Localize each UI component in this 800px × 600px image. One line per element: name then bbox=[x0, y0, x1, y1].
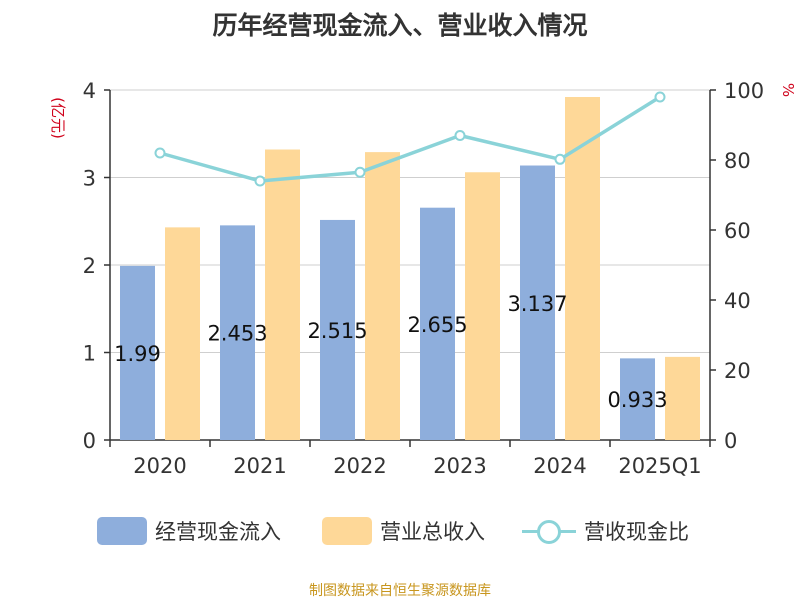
legend-label-revenue: 营业总收入 bbox=[380, 520, 485, 544]
right-axis-tick-label: 20 bbox=[724, 359, 751, 383]
legend-swatch-cash-inflow bbox=[97, 517, 147, 545]
ratio-line-path bbox=[159, 95, 661, 183]
data-label-cash-inflow: 2.655 bbox=[407, 313, 467, 337]
left-axis-tick-label: 2 bbox=[83, 254, 96, 278]
ratio-point bbox=[654, 91, 666, 103]
right-axis-tick-label: 100 bbox=[724, 79, 764, 103]
legend: 经营现金流入 营业总收入 营收现金比 bbox=[0, 516, 800, 556]
right-axis-unit-label: % bbox=[779, 83, 797, 97]
bar-cash-inflow bbox=[420, 207, 455, 440]
bar-cash-inflow bbox=[320, 219, 355, 440]
bar-cash-inflow bbox=[520, 165, 555, 440]
bar-revenue bbox=[465, 172, 500, 440]
right-axis-tick-label: 60 bbox=[724, 219, 751, 243]
chart-title: 历年经营现金流入、营业收入情况 bbox=[212, 11, 588, 40]
right-axis-tick-label: 40 bbox=[724, 289, 751, 313]
bars bbox=[120, 97, 700, 440]
bar-cash-inflow bbox=[220, 225, 255, 440]
left-axis-tick-label: 4 bbox=[83, 79, 96, 103]
ratio-point bbox=[254, 175, 266, 187]
bar-revenue bbox=[165, 227, 200, 440]
x-axis-tick-label: 2021 bbox=[233, 454, 286, 478]
data-label-cash-inflow: 3.137 bbox=[507, 292, 567, 316]
left-axis-unit-label: (亿元) bbox=[49, 97, 67, 139]
bar-cash-inflow bbox=[620, 358, 655, 440]
source-note: 制图数据来自恒生聚源数据库 bbox=[309, 583, 491, 599]
left-axis-tick-label: 1 bbox=[83, 342, 96, 366]
legend-item-revenue[interactable]: 营业总收入 bbox=[322, 516, 485, 546]
bar-revenue bbox=[665, 356, 700, 440]
bar-revenue bbox=[365, 152, 400, 440]
x-axis-tick-label: 2024 bbox=[533, 454, 586, 478]
data-label-cash-inflow: 2.453 bbox=[207, 322, 267, 346]
ratio-point bbox=[354, 166, 366, 178]
legend-swatch-ratio bbox=[522, 517, 576, 545]
left-axis-tick-label: 0 bbox=[83, 429, 96, 453]
bar-revenue bbox=[265, 149, 300, 440]
data-label-cash-inflow: 1.99 bbox=[114, 342, 161, 366]
grid-lines bbox=[110, 89, 710, 353]
legend-label-cash-inflow: 经营现金流入 bbox=[155, 520, 281, 544]
legend-item-cash-inflow[interactable]: 经营现金流入 bbox=[97, 516, 281, 546]
x-axis-tick-label: 2020 bbox=[133, 454, 186, 478]
data-label-cash-inflow: 0.933 bbox=[607, 388, 667, 412]
legend-swatch-revenue bbox=[322, 517, 372, 545]
legend-label-ratio: 营收现金比 bbox=[584, 520, 689, 544]
ratio-point bbox=[154, 147, 166, 159]
bar-revenue bbox=[565, 97, 600, 440]
x-axis-tick-label: 2023 bbox=[433, 454, 486, 478]
x-axis-tick-label: 2022 bbox=[333, 454, 386, 478]
right-axis-tick-label: 80 bbox=[724, 149, 751, 173]
ratio-point bbox=[454, 130, 466, 141]
ratio-line bbox=[154, 91, 666, 187]
data-labels: 1.99 2.453 2.515 2.655 3.137 0.933 bbox=[114, 292, 667, 412]
right-axis-tick-label: 0 bbox=[724, 429, 737, 453]
legend-item-ratio[interactable]: 营收现金比 bbox=[522, 516, 689, 546]
bar-cash-inflow bbox=[120, 265, 155, 440]
left-axis-tick-label: 3 bbox=[83, 167, 96, 191]
x-axis-tick-label: 2025Q1 bbox=[618, 454, 701, 478]
data-label-cash-inflow: 2.515 bbox=[307, 319, 367, 343]
ratio-point bbox=[554, 153, 566, 165]
